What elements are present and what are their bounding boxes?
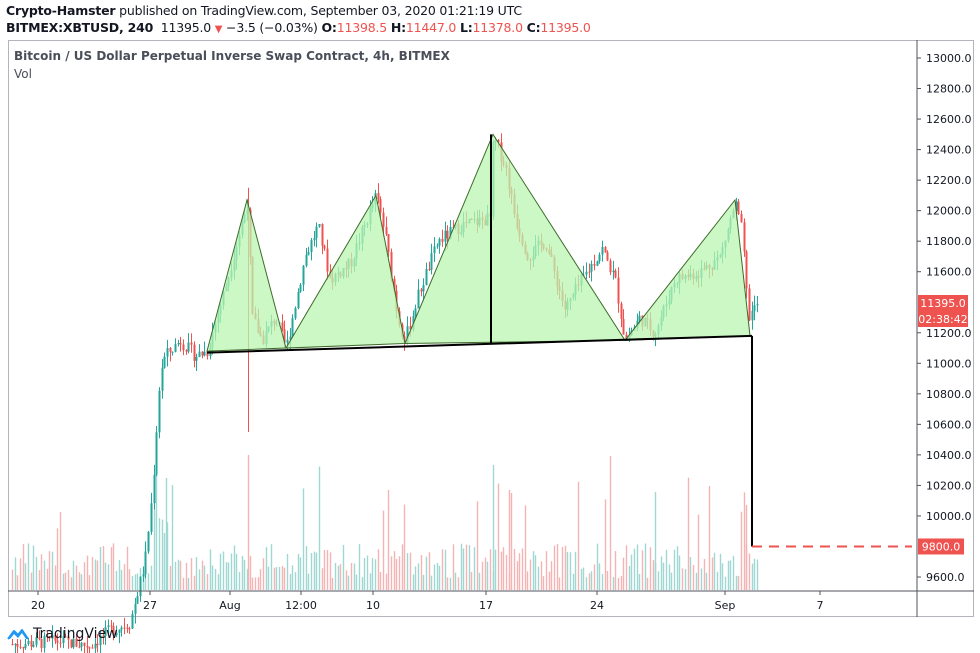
price-tick-label: 11600.0 xyxy=(926,266,972,279)
price-tags: 11395.0 02:38:42 9800.0 xyxy=(918,295,968,555)
time-tick-label: 12:00 xyxy=(285,599,317,612)
time-tick-label: 24 xyxy=(590,599,604,612)
price-tick-label: 12800.0 xyxy=(926,83,972,96)
price-tick-label: 12000.0 xyxy=(926,205,972,218)
time-tick-label: 17 xyxy=(479,599,493,612)
time-tick-label: 7 xyxy=(817,599,824,612)
triangle-pattern-3[interactable] xyxy=(404,133,626,344)
tradingview-cloud-icon xyxy=(7,629,29,640)
close-value: 11395.0 xyxy=(540,20,591,35)
low-value: 11378.0 xyxy=(472,20,523,35)
price-tick-label: 11200.0 xyxy=(926,327,972,340)
triangle-pattern-2[interactable] xyxy=(285,193,406,349)
price-tick-label: 12600.0 xyxy=(926,113,972,126)
countdown-tag xyxy=(918,311,968,328)
price-change: −3.5 (−0.03%) xyxy=(226,20,318,35)
pattern-drawing[interactable] xyxy=(206,133,912,548)
price-tick-label: 11800.0 xyxy=(926,235,972,248)
triangle-pattern-1[interactable] xyxy=(206,198,287,352)
last-price-tag xyxy=(918,295,968,312)
high-value: 11447.0 xyxy=(405,20,457,35)
published-text: published on TradingView.com, September … xyxy=(115,3,522,18)
price-tick-label: 13000.0 xyxy=(926,52,972,65)
publish-info: Crypto-Hamster published on TradingView.… xyxy=(6,3,522,18)
price-tick-label: 10800.0 xyxy=(926,388,972,401)
author-name[interactable]: Crypto-Hamster xyxy=(6,3,116,18)
down-arrow-icon: ▼ xyxy=(214,24,223,35)
time-tick-label: Sep xyxy=(715,599,736,612)
target-price-label: 9800.0 xyxy=(922,540,961,553)
countdown-label: 02:38:42 xyxy=(918,313,967,326)
chart-legend-title: Bitcoin / US Dollar Perpetual Inverse Sw… xyxy=(14,49,450,63)
symbol-label: BITMEX:XBTUSD, 240 xyxy=(6,20,154,35)
time-tick-label: 27 xyxy=(143,599,157,612)
target-price-tag xyxy=(918,538,964,555)
triangle-pattern-4[interactable] xyxy=(623,198,751,341)
open-label: O: xyxy=(321,20,337,35)
symbol-ohlc-bar: BITMEX:XBTUSD, 240 11395.0 ▼ −3.5 (−0.03… xyxy=(6,20,591,35)
price-tick-label: 12400.0 xyxy=(926,144,972,157)
price-tick-label: 12200.0 xyxy=(926,174,972,187)
price-tick-label: 10000.0 xyxy=(926,510,972,523)
open-value: 11398.5 xyxy=(336,20,388,35)
last-price: 11395.0 xyxy=(160,20,211,35)
time-tick-label: 20 xyxy=(31,599,45,612)
price-tick-label: 9600.0 xyxy=(926,571,965,584)
tradingview-brand: TradingView xyxy=(33,626,118,642)
volume-indicator-label[interactable]: Vol xyxy=(14,67,32,81)
high-label: H: xyxy=(390,20,406,35)
close-label: C: xyxy=(526,20,541,35)
price-tick-label: 10600.0 xyxy=(926,418,972,431)
time-axis[interactable]: 20 27 Aug 12:00 10 17 24 Sep 7 xyxy=(31,591,824,612)
neckline[interactable] xyxy=(206,334,753,354)
chart-frame xyxy=(8,40,974,617)
time-tick-label: 10 xyxy=(366,599,380,612)
low-label: L: xyxy=(459,20,473,35)
price-tick-label: 10200.0 xyxy=(926,479,972,492)
price-tick-label: 11000.0 xyxy=(926,357,972,370)
price-axis[interactable]: 13000.0 12800.0 12600.0 12400.0 12200.0 12000… xyxy=(917,52,972,584)
time-tick-label: Aug xyxy=(219,599,240,612)
volume-bars xyxy=(11,442,759,590)
price-tick-label: 10400.0 xyxy=(926,449,972,462)
last-price-tag-label: 11395.0 xyxy=(920,297,966,310)
candlesticks xyxy=(11,133,759,653)
tradingview-logo[interactable]: TradingView xyxy=(6,626,118,642)
